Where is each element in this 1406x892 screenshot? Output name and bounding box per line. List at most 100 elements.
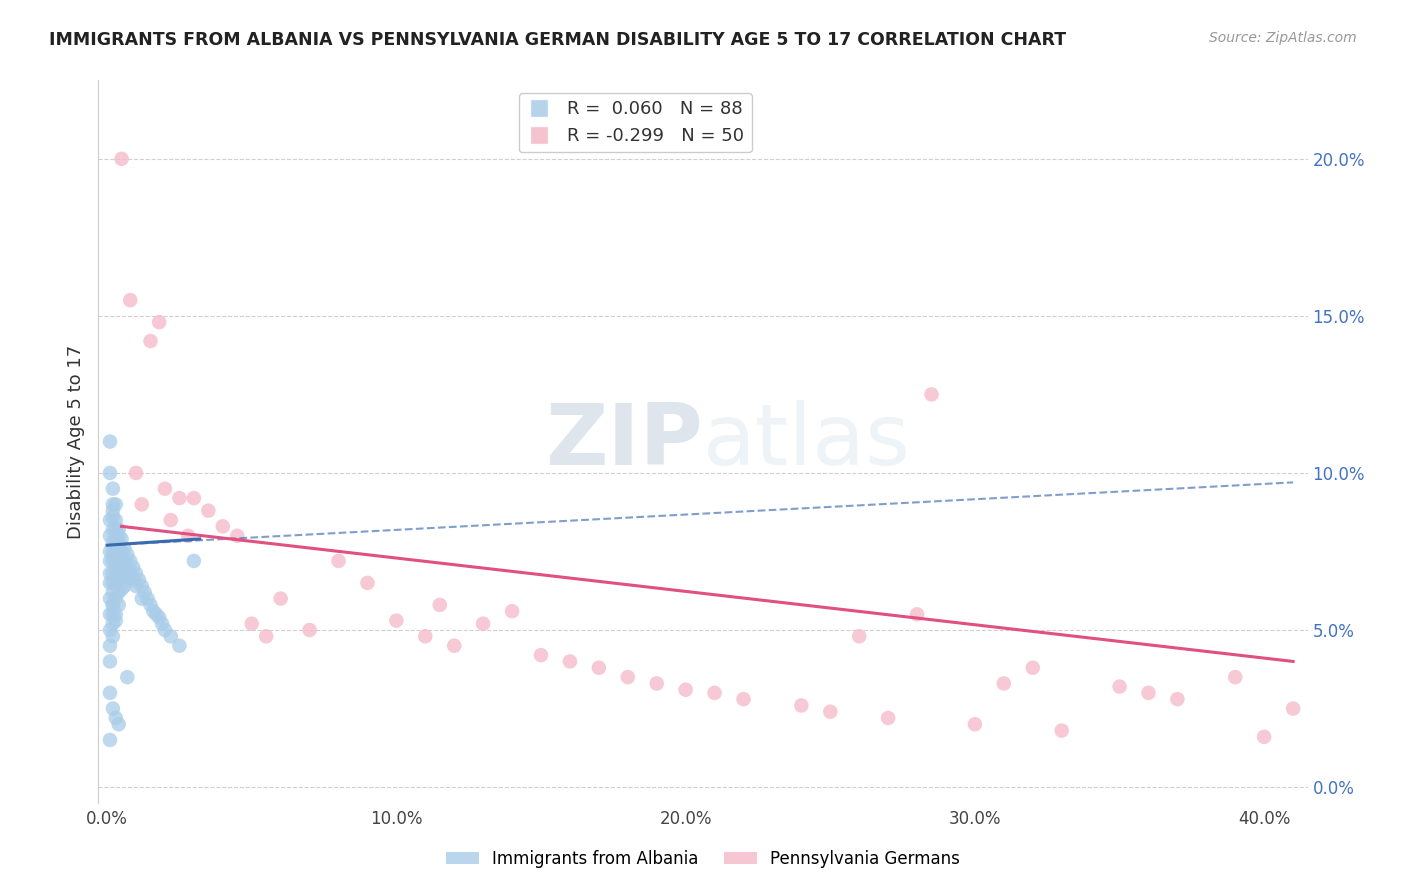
Point [98,513,121,527]
Point [104,523,127,537]
Point [110,557,132,571]
Text: IMMIGRANTS FROM ALBANIA VS PENNSYLVANIA GERMAN DISABILITY AGE 5 TO 17 CORRELATIO: IMMIGRANTS FROM ALBANIA VS PENNSYLVANIA … [49,31,1066,49]
Point [790,698,813,713]
Point [183,554,205,568]
Point [148,610,170,624]
Point [122,573,145,587]
Point [101,701,124,715]
Point [993,676,1015,690]
Text: ZIP: ZIP [546,400,703,483]
Point [1050,723,1073,738]
Point [98,733,121,747]
Point [101,566,124,581]
Point [153,623,176,637]
Point [104,614,127,628]
Point [104,554,127,568]
Point [877,711,900,725]
Point [104,513,127,527]
Point [117,670,139,684]
Point [101,629,124,643]
Point [530,648,553,662]
Point [98,434,121,449]
Point [131,579,153,593]
Legend: R =  0.060   N = 88, R = -0.299   N = 50: R = 0.060 N = 88, R = -0.299 N = 50 [519,93,752,153]
Point [98,655,121,669]
Point [104,566,127,581]
Point [1225,670,1247,684]
Point [120,554,142,568]
Point [110,152,132,166]
Point [114,560,136,574]
Point [104,544,127,558]
Point [110,532,132,546]
Point [114,554,136,568]
Point [1022,661,1045,675]
Y-axis label: Disability Age 5 to 17: Disability Age 5 to 17 [66,344,84,539]
Point [101,510,124,524]
Point [101,607,124,622]
Point [254,629,277,643]
Point [107,535,129,549]
Point [1108,680,1130,694]
Point [120,293,142,308]
Point [107,523,129,537]
Point [356,575,378,590]
Point [107,598,129,612]
Point [101,503,124,517]
Point [443,639,465,653]
Point [1166,692,1188,706]
Point [617,670,640,684]
Point [125,466,148,480]
Point [101,544,124,558]
Point [413,629,436,643]
Point [128,573,150,587]
Point [117,560,139,574]
Point [101,497,124,511]
Point [104,535,127,549]
Point [120,566,142,581]
Point [136,591,159,606]
Point [125,566,148,581]
Point [211,519,233,533]
Point [114,579,136,593]
Point [703,686,725,700]
Point [107,585,129,599]
Point [98,623,121,637]
Point [675,682,697,697]
Point [150,616,173,631]
Point [98,575,121,590]
Point [558,655,581,669]
Point [107,560,129,574]
Point [240,616,263,631]
Legend: Immigrants from Albania, Pennsylvania Germans: Immigrants from Albania, Pennsylvania Ge… [439,844,967,875]
Point [134,585,156,599]
Point [429,598,451,612]
Text: Source: ZipAtlas.com: Source: ZipAtlas.com [1209,31,1357,45]
Point [98,639,121,653]
Point [385,614,408,628]
Point [142,604,165,618]
Point [110,569,132,583]
Point [117,548,139,562]
Point [98,554,121,568]
Text: atlas: atlas [703,400,911,483]
Point [921,387,943,401]
Point [107,529,129,543]
Point [131,497,153,511]
Point [169,491,191,505]
Point [98,466,121,480]
Point [122,560,145,574]
Point [104,711,127,725]
Point [588,661,610,675]
Point [107,717,129,731]
Point [104,591,127,606]
Point [159,513,181,527]
Point [104,497,127,511]
Point [131,591,153,606]
Point [153,482,176,496]
Point [98,529,121,543]
Point [177,529,200,543]
Point [107,548,129,562]
Point [472,616,495,631]
Point [98,544,121,558]
